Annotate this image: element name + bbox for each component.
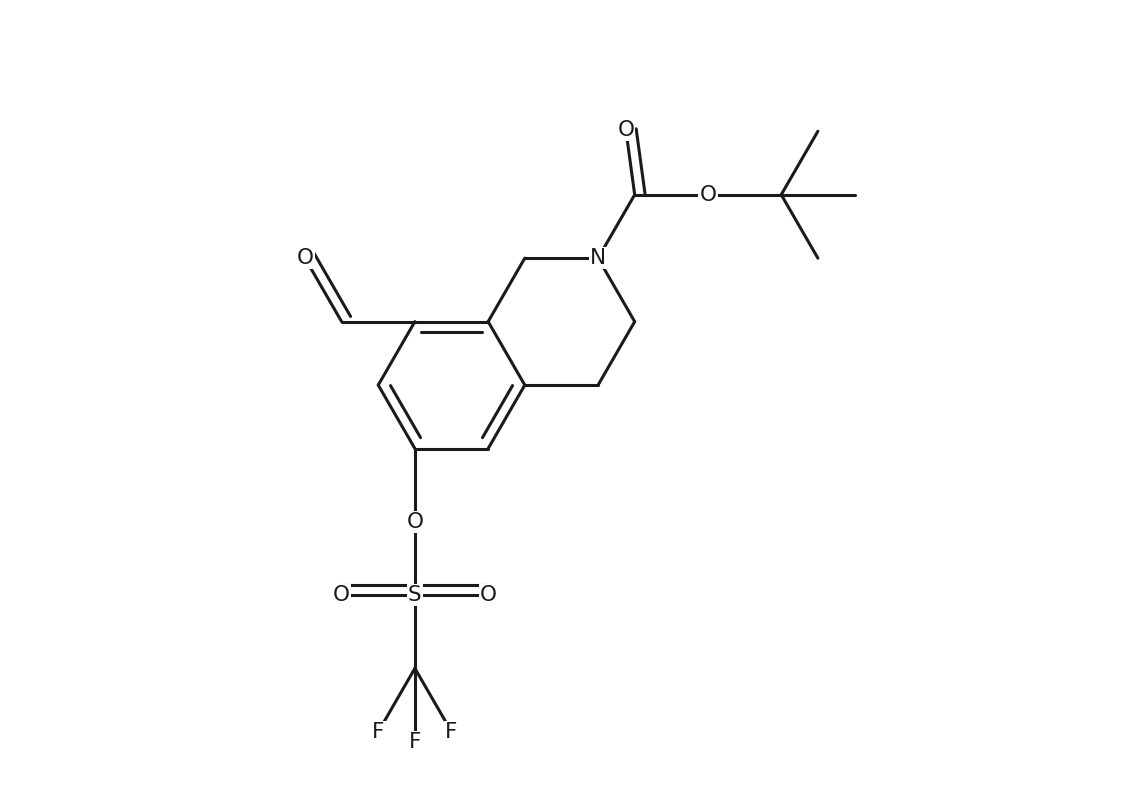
Text: O: O bbox=[406, 512, 423, 532]
Text: N: N bbox=[590, 248, 607, 268]
Text: O: O bbox=[617, 120, 634, 140]
Text: S: S bbox=[408, 585, 422, 605]
Text: F: F bbox=[408, 731, 421, 751]
Text: F: F bbox=[446, 722, 458, 742]
Text: F: F bbox=[372, 722, 384, 742]
Text: O: O bbox=[296, 248, 313, 268]
Text: O: O bbox=[333, 585, 350, 605]
Text: O: O bbox=[480, 585, 497, 605]
Text: O: O bbox=[700, 184, 717, 205]
